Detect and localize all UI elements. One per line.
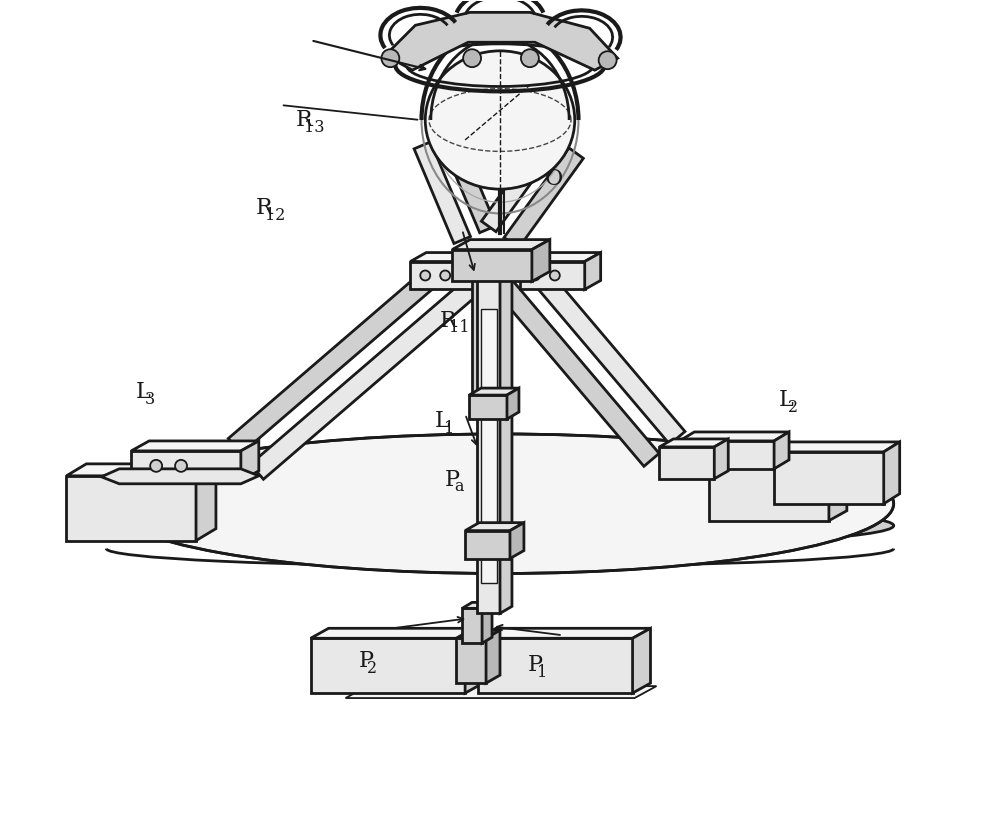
Text: R: R (440, 310, 457, 331)
Polygon shape (66, 476, 196, 540)
Polygon shape (486, 630, 500, 683)
Polygon shape (452, 249, 532, 281)
Text: 12: 12 (265, 206, 285, 223)
Polygon shape (465, 628, 483, 693)
Text: P: P (528, 654, 543, 676)
Text: 3: 3 (145, 391, 155, 408)
Polygon shape (884, 442, 900, 503)
Polygon shape (456, 638, 486, 683)
Text: 1: 1 (444, 420, 454, 437)
Text: 1: 1 (537, 664, 547, 681)
Polygon shape (241, 441, 259, 481)
Polygon shape (585, 253, 601, 289)
Ellipse shape (106, 503, 894, 548)
Text: R: R (296, 109, 312, 131)
Polygon shape (481, 132, 561, 232)
Circle shape (381, 50, 399, 67)
Circle shape (692, 450, 702, 460)
Polygon shape (131, 441, 259, 451)
Polygon shape (478, 638, 633, 693)
Circle shape (521, 50, 539, 67)
Polygon shape (250, 279, 478, 479)
Polygon shape (101, 469, 259, 484)
Polygon shape (472, 264, 486, 395)
Polygon shape (714, 439, 728, 479)
Text: L: L (435, 410, 450, 432)
Polygon shape (452, 240, 550, 249)
Text: a: a (454, 478, 463, 495)
Polygon shape (311, 628, 483, 638)
Polygon shape (774, 442, 900, 452)
Text: 11: 11 (449, 320, 469, 336)
Polygon shape (414, 142, 470, 243)
Polygon shape (311, 638, 465, 693)
Polygon shape (456, 630, 500, 638)
Polygon shape (520, 262, 585, 289)
Circle shape (463, 50, 481, 67)
Polygon shape (477, 279, 500, 613)
Circle shape (530, 270, 540, 280)
Polygon shape (709, 463, 829, 521)
Polygon shape (131, 451, 241, 481)
Circle shape (150, 460, 162, 472)
Polygon shape (462, 608, 482, 644)
Text: P: P (445, 468, 460, 491)
Polygon shape (774, 452, 884, 503)
Text: 2: 2 (788, 399, 798, 416)
Polygon shape (465, 530, 510, 559)
Polygon shape (469, 395, 507, 419)
Polygon shape (66, 464, 216, 476)
Polygon shape (196, 464, 216, 540)
Polygon shape (659, 447, 714, 479)
Polygon shape (500, 273, 512, 613)
Text: 13: 13 (304, 119, 325, 136)
Polygon shape (494, 277, 659, 466)
Ellipse shape (425, 51, 575, 189)
Circle shape (550, 270, 560, 280)
Circle shape (175, 460, 187, 472)
Polygon shape (482, 602, 492, 644)
Polygon shape (633, 628, 651, 693)
Polygon shape (346, 686, 656, 698)
Polygon shape (679, 441, 774, 469)
Text: L: L (779, 389, 794, 411)
Circle shape (599, 51, 617, 69)
Circle shape (420, 270, 430, 280)
Polygon shape (475, 253, 491, 289)
Polygon shape (510, 523, 524, 559)
Polygon shape (532, 240, 550, 281)
Polygon shape (494, 264, 508, 395)
Polygon shape (440, 131, 496, 232)
Polygon shape (507, 388, 519, 419)
Polygon shape (410, 262, 475, 289)
Polygon shape (228, 254, 456, 454)
Polygon shape (481, 310, 497, 583)
Polygon shape (774, 432, 789, 469)
Polygon shape (478, 628, 651, 638)
Text: O: O (545, 168, 563, 190)
Polygon shape (462, 602, 492, 608)
Polygon shape (709, 453, 847, 463)
Text: R: R (256, 197, 273, 219)
Polygon shape (410, 253, 491, 262)
Polygon shape (504, 148, 583, 248)
Polygon shape (829, 453, 847, 521)
Text: L: L (136, 381, 151, 403)
Circle shape (440, 270, 450, 280)
Polygon shape (465, 523, 524, 530)
Polygon shape (520, 253, 601, 262)
Polygon shape (469, 388, 519, 395)
Ellipse shape (106, 434, 894, 574)
Polygon shape (679, 432, 789, 441)
Text: P: P (358, 650, 373, 672)
Polygon shape (659, 439, 728, 447)
Polygon shape (520, 255, 685, 445)
Text: 2: 2 (367, 659, 377, 677)
Polygon shape (385, 13, 618, 70)
Circle shape (712, 450, 722, 460)
